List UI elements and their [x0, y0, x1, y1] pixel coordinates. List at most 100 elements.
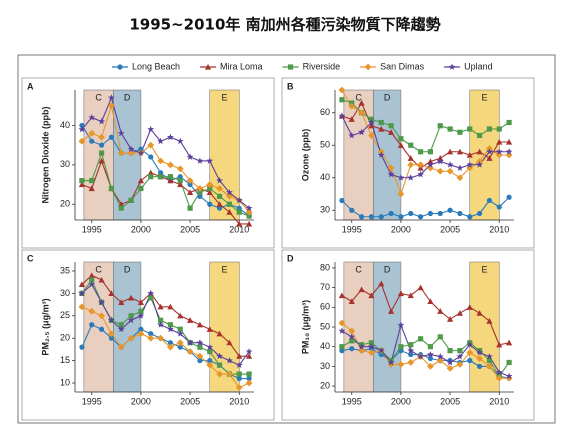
marker [495, 151, 503, 159]
marker [349, 207, 355, 213]
y-axis-label: Ozone (ppb) [300, 129, 310, 182]
marker [476, 148, 483, 155]
y-tick-label: 40 [320, 172, 330, 182]
marker [187, 205, 193, 211]
marker [236, 371, 242, 377]
marker [246, 213, 252, 219]
marker [486, 362, 493, 370]
x-tick-label: 2000 [391, 396, 411, 406]
marker [78, 289, 86, 297]
marker [137, 299, 145, 305]
marker [407, 155, 414, 161]
marker [108, 185, 115, 192]
y-tick-label: 30 [320, 205, 330, 215]
marker [176, 339, 184, 347]
marker [387, 164, 395, 172]
marker [187, 181, 193, 188]
marker [358, 286, 365, 293]
marker [207, 358, 213, 364]
marker [108, 330, 115, 338]
marker [496, 204, 502, 210]
period-label: C [355, 264, 362, 274]
x-tick-label: 2005 [440, 396, 460, 406]
marker [378, 280, 385, 287]
y-tick-label: 50 [320, 321, 330, 331]
period-label: D [124, 92, 131, 102]
marker [485, 148, 493, 155]
marker [167, 174, 174, 180]
marker [397, 321, 405, 328]
marker [118, 205, 124, 211]
marker [398, 214, 404, 220]
marker [456, 164, 464, 171]
marker [446, 161, 454, 168]
marker [447, 207, 453, 213]
marker [446, 167, 454, 175]
marker [147, 125, 155, 133]
marker [98, 133, 105, 141]
marker [108, 290, 115, 296]
y-tick-label: 20 [320, 380, 330, 390]
marker [167, 303, 174, 310]
y-tick-label: 70 [320, 282, 330, 292]
marker [137, 312, 145, 319]
marker [437, 210, 443, 217]
marker [196, 185, 204, 192]
x-tick-label: 1995 [82, 396, 102, 406]
marker [89, 322, 95, 328]
marker [486, 197, 493, 204]
marker [486, 126, 493, 132]
marker [338, 327, 346, 334]
marker [427, 355, 434, 362]
outer-frame [17, 54, 556, 424]
marker [408, 351, 414, 358]
marker [339, 197, 345, 204]
marker [476, 349, 484, 356]
marker [246, 375, 252, 382]
marker [157, 174, 164, 180]
marker [88, 280, 96, 288]
marker [216, 185, 223, 192]
marker [226, 370, 233, 378]
marker [368, 340, 375, 346]
marker [196, 339, 204, 346]
marker [339, 348, 345, 354]
marker [338, 319, 346, 327]
marker [167, 343, 174, 351]
marker [476, 355, 483, 362]
marker [186, 317, 194, 323]
marker [157, 137, 165, 145]
y-tick-label: 40 [320, 341, 330, 351]
marker [177, 312, 184, 319]
marker [387, 129, 395, 135]
marker [457, 348, 463, 354]
marker [225, 357, 233, 364]
marker [157, 303, 164, 310]
x-tick-label: 2010 [489, 224, 509, 234]
marker [118, 201, 125, 207]
marker [398, 348, 404, 354]
period-band [373, 89, 402, 221]
marker [147, 141, 155, 149]
marker [407, 174, 415, 181]
marker [496, 138, 503, 145]
marker [368, 214, 375, 220]
marker [349, 346, 355, 352]
marker [496, 126, 502, 132]
marker [495, 374, 503, 382]
marker [427, 344, 434, 350]
marker [348, 327, 356, 335]
marker [349, 338, 355, 344]
marker [226, 201, 233, 207]
marker [246, 371, 252, 377]
marker [378, 351, 384, 358]
marker [427, 298, 434, 304]
marker [186, 348, 194, 356]
marker [197, 358, 203, 364]
marker [98, 157, 105, 164]
y-tick-label: 35 [60, 265, 70, 275]
marker [137, 149, 145, 156]
marker [446, 148, 454, 155]
panel-frame [281, 77, 535, 249]
marker [476, 363, 483, 369]
